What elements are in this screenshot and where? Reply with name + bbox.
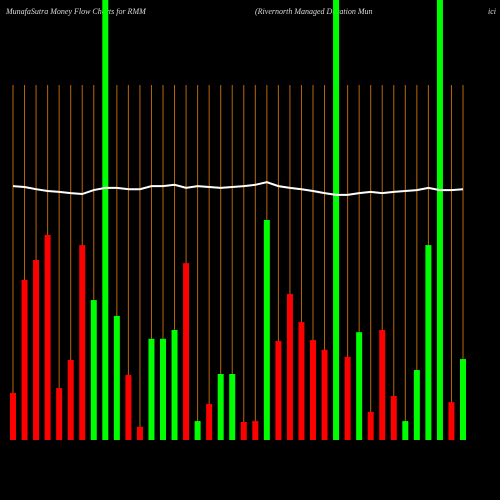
bar — [425, 245, 432, 440]
bar — [136, 426, 143, 440]
bar — [344, 356, 351, 440]
bar — [206, 403, 213, 440]
bar — [125, 374, 132, 440]
bar — [448, 402, 455, 440]
bar — [310, 340, 316, 440]
bar — [183, 263, 190, 440]
bar — [33, 260, 40, 440]
chart-subtitle: (Rivernorth Managed Duration Mun — [255, 7, 373, 16]
bar — [390, 396, 397, 440]
bar — [21, 279, 28, 440]
bar — [356, 332, 363, 440]
bar — [194, 421, 201, 440]
bar — [148, 338, 155, 440]
bar — [263, 220, 270, 440]
bar — [460, 359, 466, 440]
bar — [79, 245, 86, 440]
bar — [10, 392, 16, 440]
chart-subtitle-tail: ici — [488, 7, 496, 16]
bar — [298, 322, 305, 440]
bar — [240, 421, 247, 440]
bar — [44, 234, 51, 440]
bars — [10, 0, 466, 440]
bar — [160, 338, 166, 440]
bar — [67, 359, 74, 440]
bar — [379, 330, 386, 440]
bar — [286, 293, 293, 440]
bar — [333, 0, 340, 440]
bar — [56, 388, 63, 440]
bar — [321, 349, 328, 440]
bar — [113, 315, 120, 440]
bar — [90, 300, 97, 440]
bar — [275, 341, 282, 440]
chart-title: MunafaSutra Money Flow Charts for RMM — [5, 7, 147, 16]
bar — [367, 411, 374, 440]
bar — [413, 370, 420, 440]
bar — [229, 374, 236, 440]
bar — [402, 421, 409, 440]
bar — [252, 421, 259, 440]
money-flow-line — [12, 181, 464, 196]
bar — [217, 374, 224, 440]
bar — [102, 0, 109, 440]
bar — [436, 0, 443, 440]
bar — [171, 330, 178, 440]
